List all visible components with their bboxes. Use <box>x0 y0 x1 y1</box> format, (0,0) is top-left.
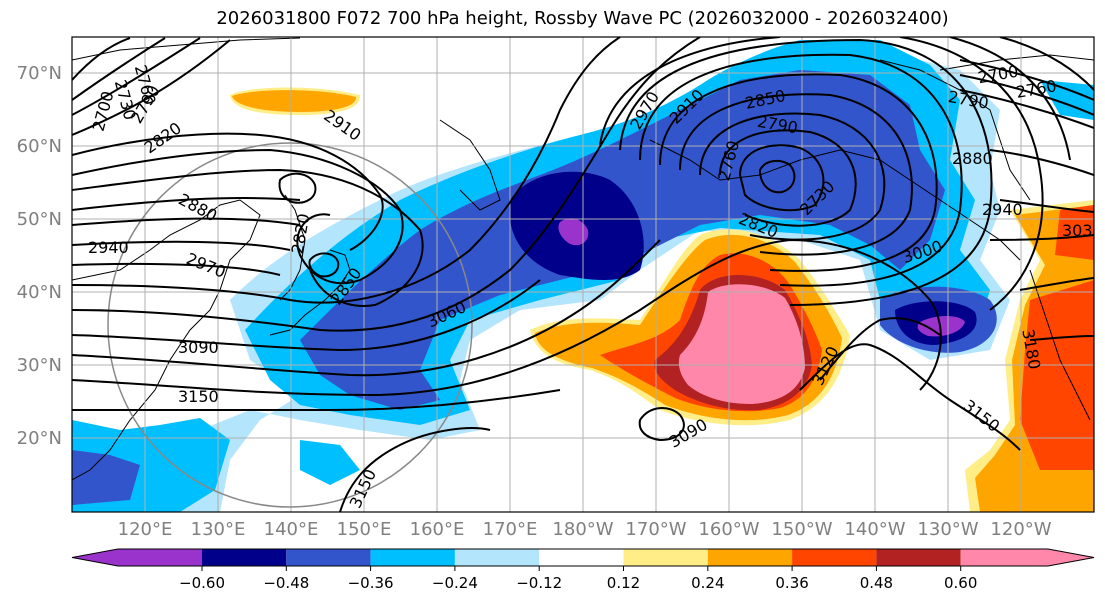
colorbar-tick-label: 0.60 <box>944 574 977 592</box>
colorbar-outline <box>71 548 1095 567</box>
colorbar-extend-low <box>72 549 118 566</box>
colorbar-tick-label: 0.36 <box>775 574 808 592</box>
contour-label: 2940 <box>982 200 1023 219</box>
lat-label: 40°N <box>17 282 62 303</box>
colorbar-tick-label: 0.12 <box>607 574 640 592</box>
colorbar-cell <box>286 549 371 566</box>
colorbar-cell <box>876 549 961 566</box>
lon-label: 140°W <box>844 519 905 540</box>
lon-label: 130°W <box>917 519 978 540</box>
colorbar-cell <box>792 549 877 566</box>
colorbar-tick-label: −0.36 <box>348 574 394 592</box>
map-frame <box>71 36 1095 513</box>
anomaly-fill <box>558 218 589 246</box>
colorbar-cell <box>118 549 202 566</box>
lon-label: 170°E <box>483 519 538 540</box>
anomaly-fill <box>678 284 805 404</box>
colorbar-tick-label: 0.24 <box>691 574 724 592</box>
reference-circle <box>107 142 473 508</box>
lat-label: 50°N <box>17 209 62 230</box>
contour-label: 2940 <box>88 238 129 257</box>
colorbar-cell <box>623 549 708 566</box>
height-contours <box>72 37 1094 512</box>
colorbar-cell <box>707 549 793 566</box>
lat-label: 20°N <box>17 428 62 449</box>
lon-label: 150°W <box>771 519 832 540</box>
colorbar-extend-high <box>1048 549 1094 566</box>
anomaly-fill <box>300 440 360 485</box>
lon-label: 130°E <box>191 519 246 540</box>
colorbar-tick-label: −0.60 <box>179 574 225 592</box>
lon-label: 170°W <box>625 519 686 540</box>
longitude-labels: 120°E 130°E 140°E 150°E 160°E 170°E 180°… <box>118 519 1052 540</box>
anomaly-fill <box>232 90 357 112</box>
anomaly-fill <box>917 316 965 337</box>
colorbar: −0.60 −0.48 −0.36 −0.24 −0.12 0.12 0.24 0.36 0.4… <box>71 548 1095 592</box>
lat-label: 60°N <box>17 136 62 157</box>
lat-label: 70°N <box>17 63 62 84</box>
lon-label: 150°E <box>337 519 392 540</box>
colorbar-cell <box>960 549 1048 566</box>
colorbar-cell <box>454 549 540 566</box>
colorbar-cell <box>202 549 287 566</box>
lon-label: 180°W <box>552 519 613 540</box>
contour-label: 3150 <box>178 387 219 406</box>
colorbar-cell <box>539 549 624 566</box>
latitude-labels: 70°N 60°N 50°N 40°N 30°N 20°N <box>17 63 62 449</box>
lon-label: 160°W <box>698 519 759 540</box>
chart-title: 2026031800 F072 700 hPa height, Rossby W… <box>216 8 949 29</box>
contour-label: 2880 <box>952 149 993 168</box>
colorbar-tick-label: −0.48 <box>263 574 309 592</box>
contour-label: 3030 <box>1062 221 1103 240</box>
lon-label: 140°E <box>264 519 319 540</box>
coastlines <box>72 37 1094 481</box>
colorbar-tick-label: −0.24 <box>432 574 478 592</box>
anomaly-fill <box>72 450 140 505</box>
lon-label: 120°W <box>990 519 1051 540</box>
colorbar-tick-label: 0.48 <box>860 574 893 592</box>
colorbar-cell <box>370 549 455 566</box>
lat-label: 30°N <box>17 355 62 376</box>
anomaly-fill <box>1020 280 1094 470</box>
lon-label: 120°E <box>118 519 173 540</box>
contour-label: 3090 <box>178 338 219 357</box>
lon-label: 160°E <box>410 519 465 540</box>
colorbar-tick-label: −0.12 <box>516 574 562 592</box>
